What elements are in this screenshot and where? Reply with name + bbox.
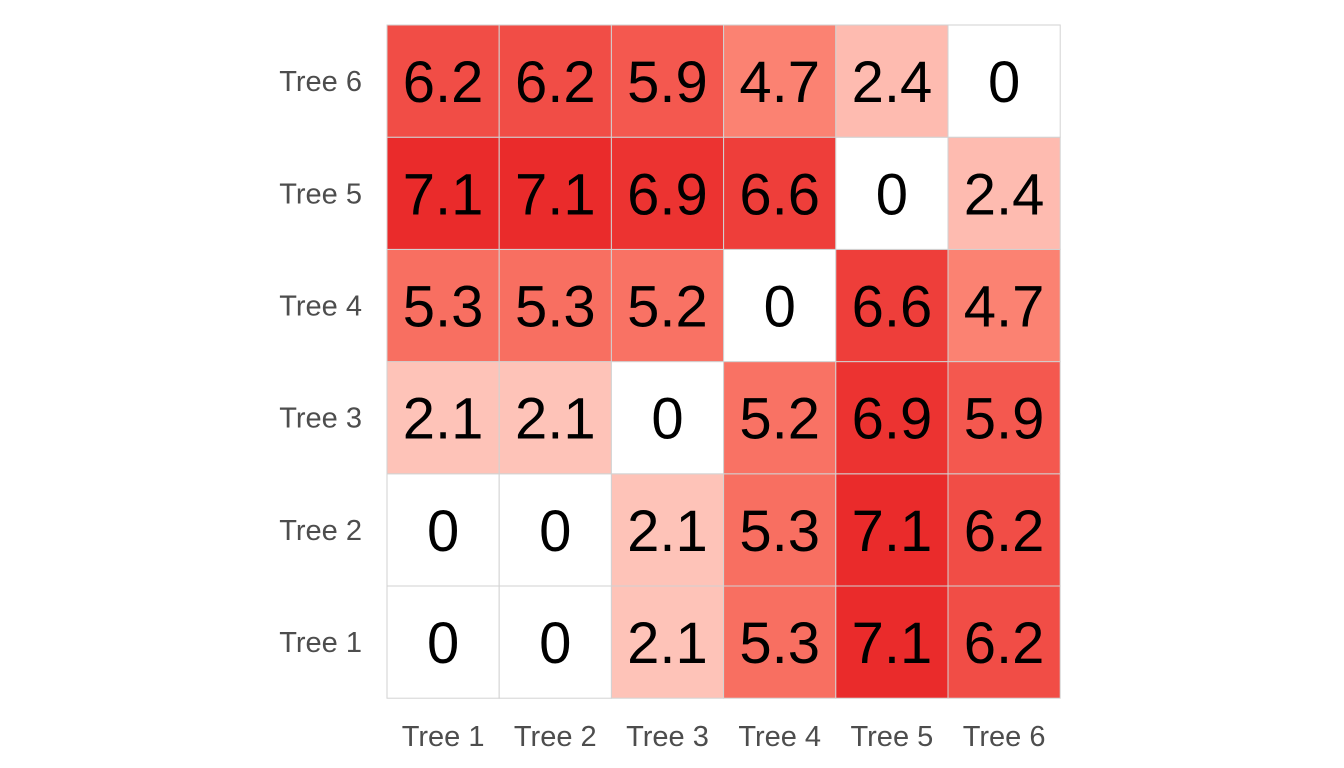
heatmap-cell <box>947 136 1061 250</box>
cell-value-label: 5.2 <box>739 387 820 452</box>
x-tick-label: Tree 3 <box>626 721 709 753</box>
heatmap-cell <box>723 585 837 699</box>
x-axis-tick-labels: Tree 1 Tree 2 Tree 3 Tree 4 Tree 5 Tree 6 <box>402 721 1046 753</box>
heatmap-cell <box>498 248 612 363</box>
heatmap-cell <box>498 473 612 587</box>
heatmap-cell <box>610 361 725 475</box>
cell-value-label: 6.6 <box>852 275 933 340</box>
heatmap-cell <box>835 248 949 363</box>
cell-value-label: 7.1 <box>515 162 596 227</box>
heatmap-cell <box>835 24 949 138</box>
heatmap-cell <box>835 136 949 250</box>
heatmap-cell <box>947 24 1061 138</box>
heatmap-cell <box>723 136 837 250</box>
heatmap-cell <box>723 361 837 475</box>
heatmap-cell <box>386 361 500 475</box>
y-tick-label: Tree 2 <box>279 515 362 547</box>
heatmap-cell <box>947 473 1061 587</box>
y-tick-label: Tree 3 <box>279 403 362 435</box>
heatmap-cell <box>610 473 725 587</box>
heatmap-cell <box>835 361 949 475</box>
cell-value-label: 0 <box>539 499 571 564</box>
cell-value-label: 6.2 <box>515 50 596 115</box>
cell-value-label: 7.1 <box>403 162 484 227</box>
cell-value-label: 2.4 <box>852 50 933 115</box>
heatmap-cell <box>947 361 1061 475</box>
x-tick-label: Tree 6 <box>963 721 1046 753</box>
cell-value-label: 6.2 <box>964 499 1045 564</box>
cell-value-label: 6.9 <box>627 162 708 227</box>
cell-value-label: 6.9 <box>852 387 933 452</box>
heatmap-cells: 0 0 2.1 5.3 7.1 6.2 0 0 2.1 5.3 7.1 6.2 2.1 2.1 0 5.2 6.… <box>386 24 1061 699</box>
x-tick-label: Tree 4 <box>738 721 821 753</box>
cell-value-label: 6.2 <box>403 50 484 115</box>
cell-value-label: 0 <box>764 275 796 340</box>
cell-value-label: 6.2 <box>964 611 1045 676</box>
y-axis-tick-labels: Tree 1 Tree 2 Tree 3 Tree 4 Tree 5 Tree 6 <box>279 66 362 659</box>
y-tick-label: Tree 6 <box>279 66 362 98</box>
heatmap-cell <box>386 136 500 250</box>
cell-value-label: 0 <box>427 611 459 676</box>
heatmap-cell <box>386 585 500 699</box>
cell-value-label: 2.1 <box>627 611 708 676</box>
cell-value-label: 5.3 <box>515 275 596 340</box>
heatmap-cell <box>723 473 837 587</box>
cell-value-label: 5.3 <box>739 611 820 676</box>
y-tick-label: Tree 1 <box>279 627 362 659</box>
heatmap-cell <box>947 585 1061 699</box>
x-tick-label: Tree 2 <box>514 721 597 753</box>
y-tick-label: Tree 5 <box>279 178 362 210</box>
cell-value-label: 2.1 <box>403 387 484 452</box>
heatmap-cell <box>386 473 500 587</box>
heatmap-cell <box>610 136 725 250</box>
cell-value-label: 2.1 <box>515 387 596 452</box>
cell-value-label: 0 <box>651 387 683 452</box>
cell-value-label: 0 <box>539 611 571 676</box>
cell-value-label: 0 <box>988 50 1020 115</box>
x-tick-label: Tree 5 <box>851 721 934 753</box>
cell-value-label: 4.7 <box>964 275 1045 340</box>
cell-value-label: 4.7 <box>739 50 820 115</box>
heatmap-cell <box>610 248 725 363</box>
cell-value-label: 5.3 <box>739 499 820 564</box>
heatmap-cell <box>386 24 500 138</box>
cell-value-label: 5.9 <box>627 50 708 115</box>
y-tick-label: Tree 4 <box>279 291 362 323</box>
heatmap-cell <box>386 248 500 363</box>
cell-value-label: 6.6 <box>739 162 820 227</box>
x-tick-label: Tree 1 <box>402 721 485 753</box>
heatmap-cell <box>835 585 949 699</box>
cell-value-label: 5.3 <box>403 275 484 340</box>
cell-value-label: 2.1 <box>627 499 708 564</box>
cell-value-label: 5.9 <box>964 387 1045 452</box>
cell-value-label: 0 <box>876 162 908 227</box>
cell-value-label: 7.1 <box>852 611 933 676</box>
heatmap-cell <box>723 24 837 138</box>
cell-value-label: 7.1 <box>852 499 933 564</box>
cell-value-label: 2.4 <box>964 162 1045 227</box>
cell-value-label: 0 <box>427 499 459 564</box>
cell-value-label: 5.2 <box>627 275 708 340</box>
heatmap-cell <box>498 585 612 699</box>
heatmap-cell <box>947 248 1061 363</box>
